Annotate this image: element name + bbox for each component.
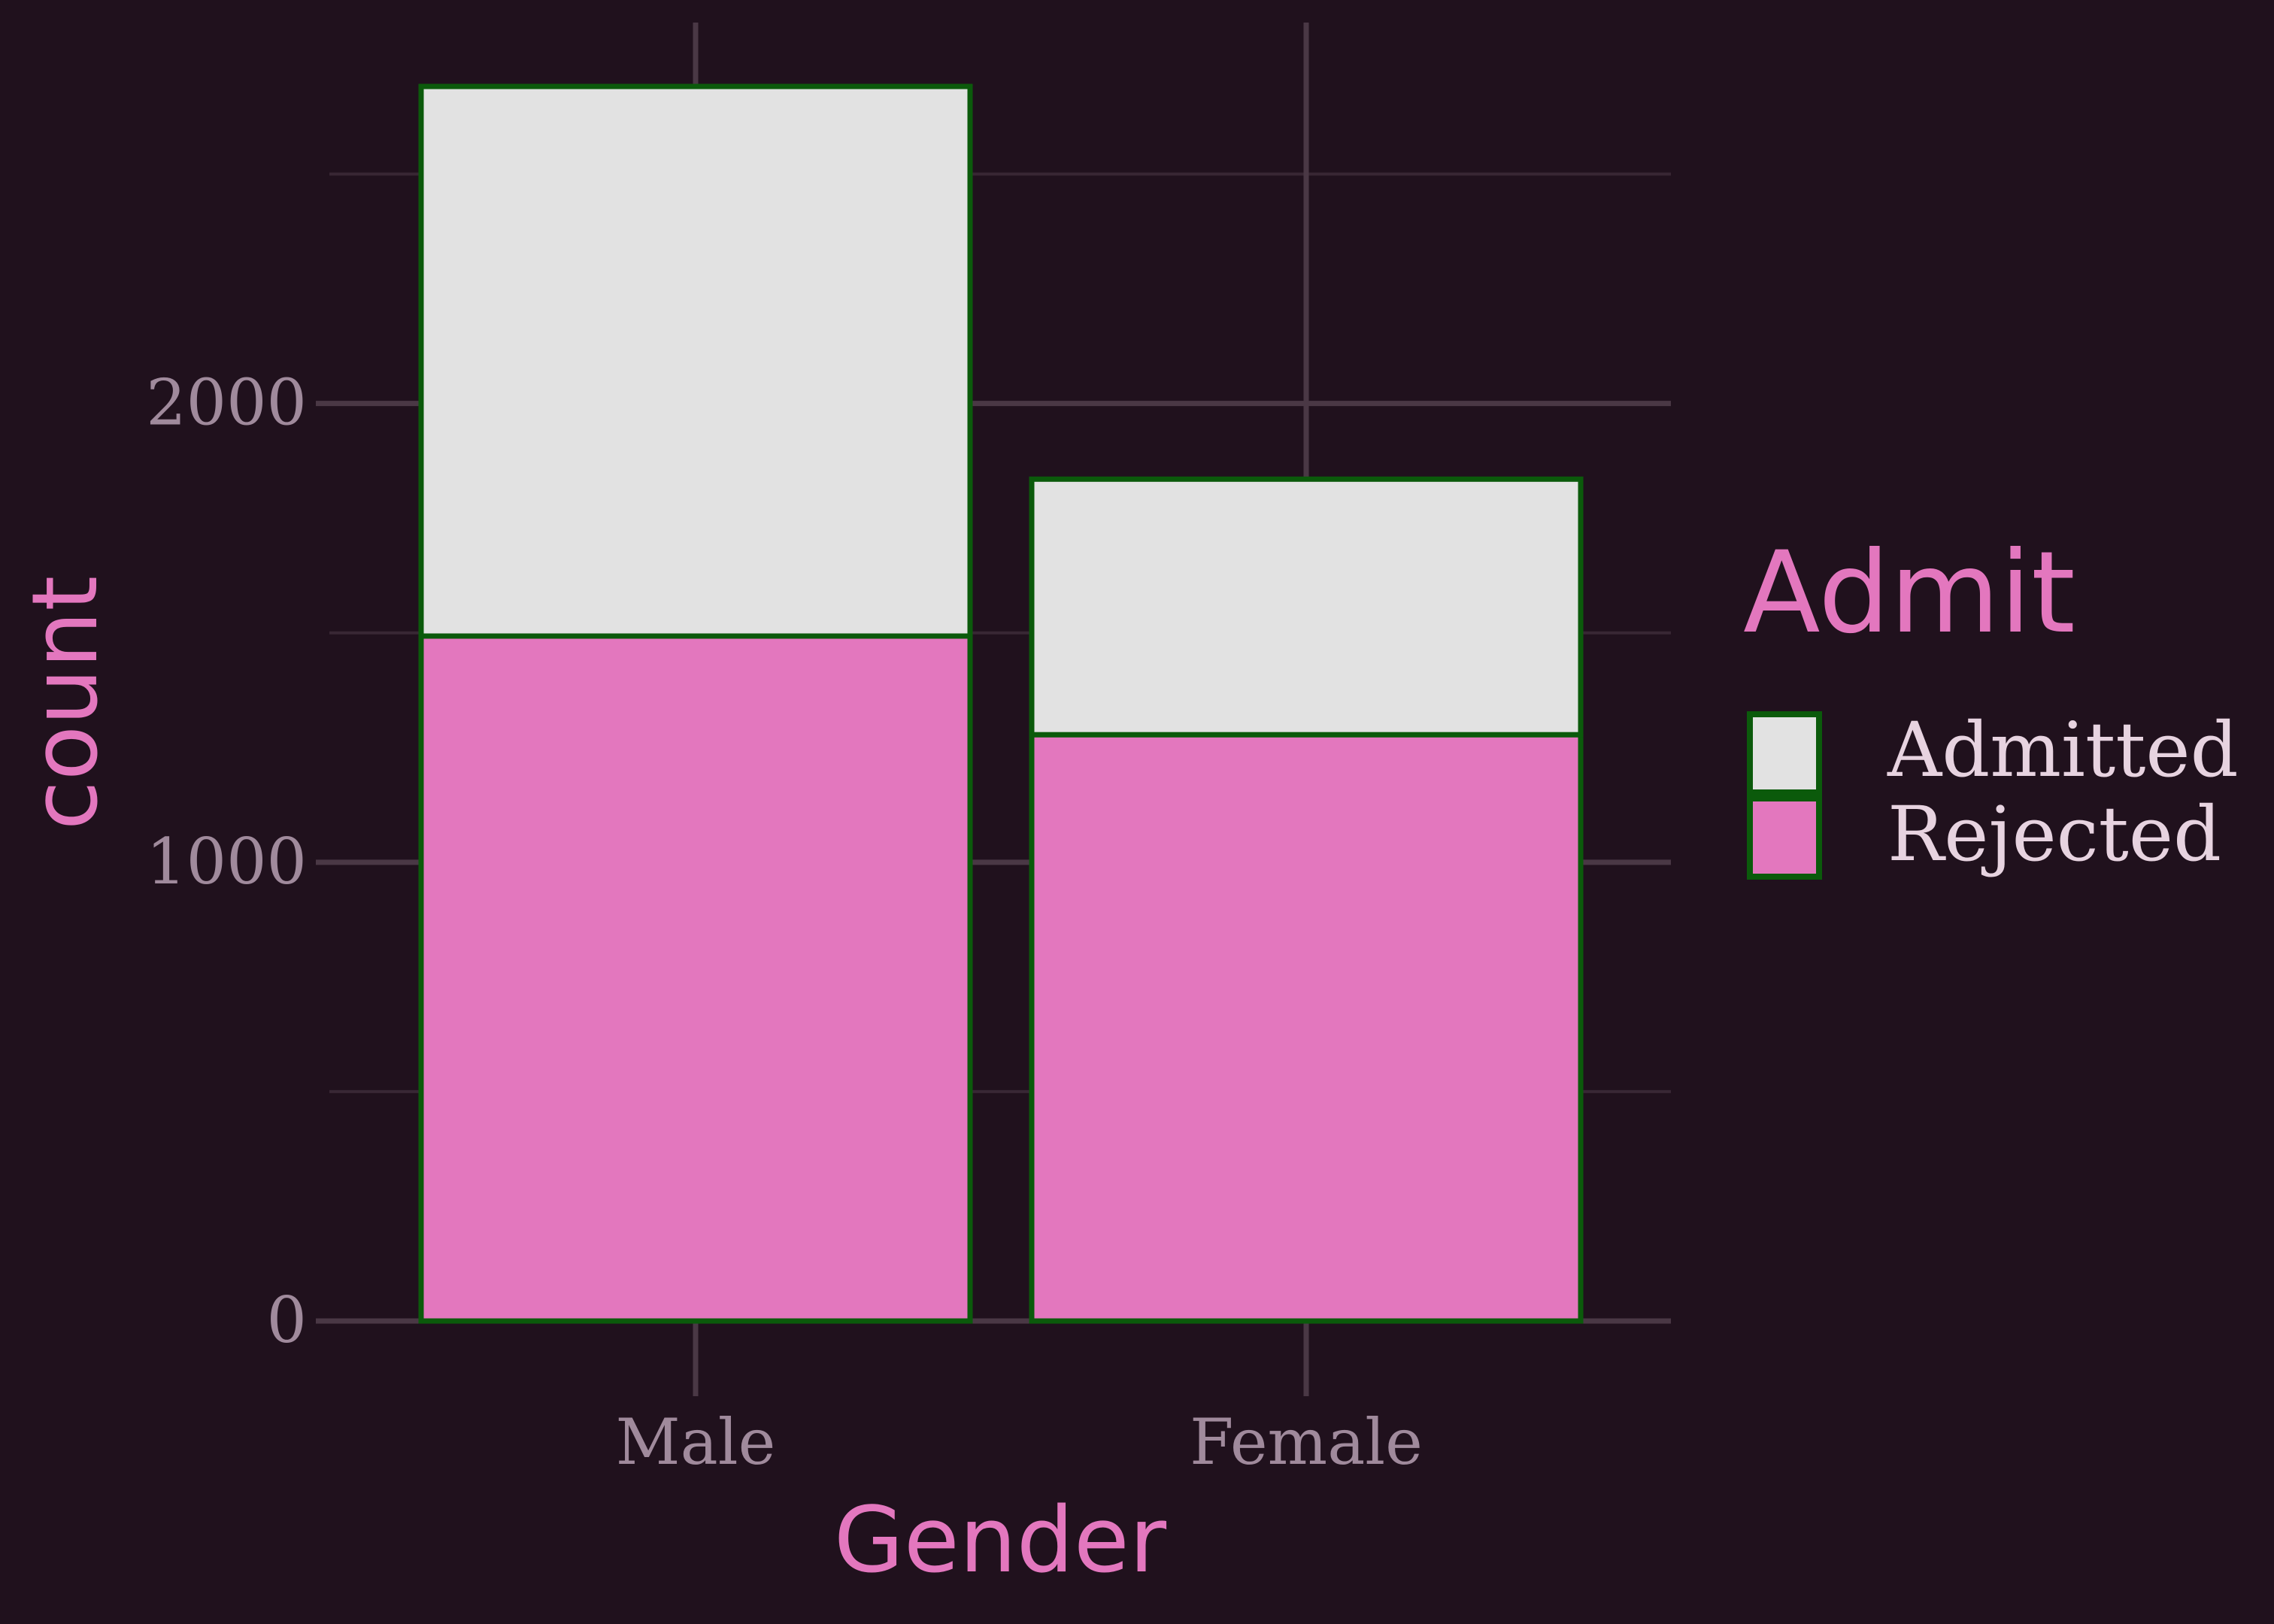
legend-label-rejected: Rejected [1887, 790, 2221, 878]
y-tick-label: 0 [267, 1283, 307, 1357]
y-tick-label: 2000 [146, 366, 307, 440]
legend-label-admitted: Admitted [1887, 706, 2239, 794]
x-tick-label: Male [616, 1405, 776, 1479]
y-axis-title: count [14, 576, 118, 831]
x-axis-title: Gender [834, 1489, 1167, 1593]
x-tick-label: Female [1190, 1405, 1423, 1479]
bar-admitted-female [1029, 476, 1584, 738]
bar-rejected-male [418, 633, 973, 1324]
legend-key-admitted [1747, 711, 1822, 795]
legend-key-rejected [1747, 795, 1822, 880]
bars [418, 83, 1584, 1324]
bar-rejected-female [1029, 732, 1584, 1324]
legend-title: Admit [1743, 528, 2075, 659]
y-tick-label: 1000 [146, 825, 307, 898]
bar-admitted-male [418, 83, 973, 639]
x-axis-ticks: Male Female [616, 1405, 1423, 1479]
y-axis-ticks: 0 1000 2000 [146, 366, 307, 1357]
